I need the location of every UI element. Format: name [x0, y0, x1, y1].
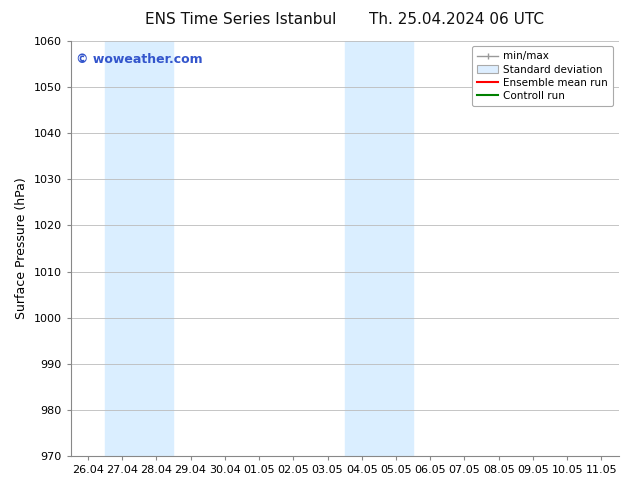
Text: © woweather.com: © woweather.com	[76, 53, 203, 67]
Y-axis label: Surface Pressure (hPa): Surface Pressure (hPa)	[15, 178, 28, 319]
Legend: min/max, Standard deviation, Ensemble mean run, Controll run: min/max, Standard deviation, Ensemble me…	[472, 46, 613, 106]
Bar	[345, 41, 413, 456]
Bar	[105, 41, 174, 456]
Text: Th. 25.04.2024 06 UTC: Th. 25.04.2024 06 UTC	[369, 12, 544, 27]
Text: ENS Time Series Istanbul: ENS Time Series Istanbul	[145, 12, 337, 27]
